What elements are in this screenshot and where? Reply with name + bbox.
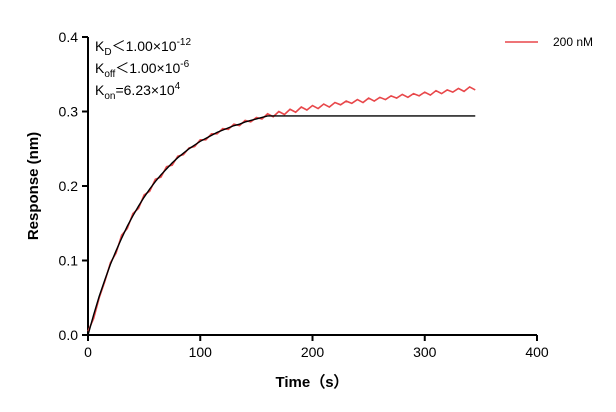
x-tick-label: 200 [301,344,325,360]
y-tick-label: 0.4 [59,29,79,45]
annotation-text: ＜1.00×10 [112,38,177,54]
fit-line [87,115,476,336]
x-tick-label: 300 [413,344,437,360]
annotation-subscript: D [104,47,111,58]
annotation-text: ＜1.00×10 [115,60,180,76]
annotation: Kon=6.23×104 [95,81,181,102]
annotation: KD＜1.00×10-12 [95,37,191,58]
annotation-symbol: K [95,82,105,98]
data-line [87,85,476,332]
annotation-exponent: -12 [177,37,192,48]
annotation-subscript: on [104,91,115,102]
annotation-exponent: 4 [175,81,181,92]
y-tick-label: 0.0 [59,327,79,343]
legend-label: 200 nM [553,35,593,49]
x-tick-label: 0 [84,344,92,360]
annotation-subscript: off [104,69,115,80]
y-tick-label: 0.1 [59,253,79,269]
annotation-symbol: K [95,38,105,54]
annotation-symbol: K [95,60,105,76]
x-tick-label: 100 [189,344,213,360]
annotation-exponent: -6 [180,59,189,70]
y-axis-label: Response (nm) [25,132,42,240]
annotation: Koff＜1.00×10-6 [95,59,190,80]
x-axis-label: Time（s） [275,373,348,391]
y-tick-label: 0.2 [59,178,79,194]
x-tick-label: 400 [525,344,549,360]
annotation-text: =6.23×10 [115,82,174,98]
y-tick-label: 0.3 [59,104,79,120]
